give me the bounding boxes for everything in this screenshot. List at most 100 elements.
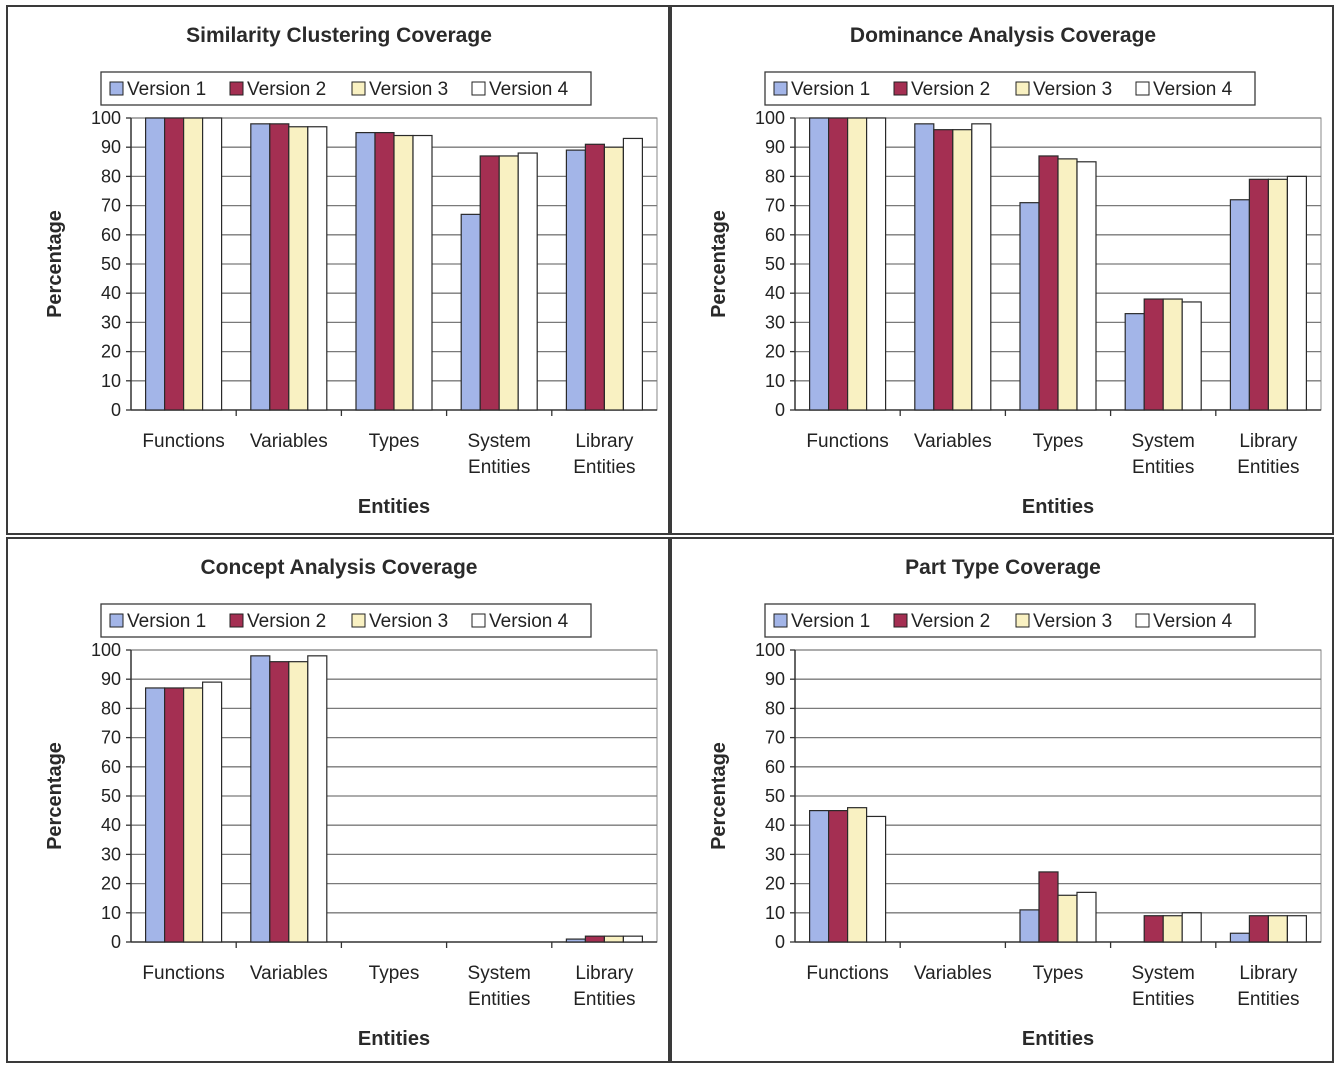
y-tick-label: 20 [765, 342, 785, 362]
y-tick-label: 40 [765, 283, 785, 303]
bars [809, 117, 1308, 411]
legend-swatch-version-4 [1135, 81, 1150, 96]
y-tick-label: 100 [91, 108, 121, 128]
bar-variables-version-2 [269, 123, 290, 411]
y-tick-label: 60 [101, 757, 121, 777]
x-tick-label: System Entities [1132, 431, 1195, 478]
bars [809, 807, 1308, 943]
bar-system-entities-version-4 [1181, 301, 1202, 411]
x-tick-label: Library Entities [1237, 963, 1299, 1010]
legend-swatch-version-3 [351, 613, 366, 628]
legend: Version 1 Version 2 Version 3 Version 4 [100, 603, 592, 638]
y-tick-label: 90 [101, 669, 121, 689]
bar-functions-version-3 [183, 117, 204, 411]
y-tick-label: 60 [765, 225, 785, 245]
legend-box [764, 603, 1256, 638]
bar-library-entities-version-2 [1248, 915, 1270, 943]
y-tick-label: 30 [101, 844, 121, 864]
bar-library-entities-version-2 [584, 143, 606, 411]
bar-system-entities-version-1 [1124, 313, 1145, 411]
bar-types-version-2 [1038, 871, 1059, 943]
bar-types-version-2 [1038, 155, 1059, 411]
y-tick-label: 40 [101, 815, 121, 835]
legend-label-version-4: Version 4 [1153, 79, 1233, 100]
chart-panel-concept-analysis: Concept Analysis Coverage Version 1 Versio… [6, 537, 670, 1063]
bar-library-entities-version-4 [622, 935, 644, 943]
x-tick-label: Library Entities [1237, 431, 1299, 478]
legend-box [764, 71, 1256, 106]
legend-swatch-version-3 [1015, 613, 1030, 628]
bar-functions-version-1 [145, 687, 166, 943]
y-tick-label: 90 [765, 669, 785, 689]
x-tick-label: System Entities [468, 431, 531, 478]
bar-variables-version-2 [269, 661, 290, 943]
y-tick-label: 70 [101, 196, 121, 216]
y-tick-label: 70 [765, 196, 785, 216]
bar-variables-version-3 [288, 126, 309, 411]
legend-box [100, 71, 592, 106]
y-tick-label: 40 [765, 815, 785, 835]
bar-functions-version-4 [202, 117, 223, 411]
bar-types-version-4 [1076, 891, 1097, 943]
y-tick-label: 50 [101, 254, 121, 274]
legend-label-version-3: Version 3 [369, 79, 448, 100]
bar-library-entities-version-1 [1229, 199, 1251, 411]
bar-variables-version-4 [971, 123, 992, 411]
bar-system-entities-version-2 [1143, 915, 1164, 943]
y-tick-label: 80 [765, 698, 785, 718]
legend-label-version-3: Version 3 [1033, 79, 1112, 100]
legend-label-version-2: Version 2 [247, 79, 326, 100]
bar-system-entities-version-4 [517, 152, 538, 411]
bar-library-entities-version-2 [584, 935, 606, 943]
bar-variables-version-3 [952, 129, 973, 411]
x-tick-label: Functions [806, 431, 888, 452]
legend-swatch-version-1 [109, 81, 124, 96]
bar-functions-version-4 [866, 117, 887, 411]
legend-label-version-2: Version 2 [911, 611, 990, 632]
bar-library-entities-version-1 [1229, 932, 1251, 943]
legend-label-version-3: Version 3 [369, 611, 448, 632]
y-tick-label: 70 [101, 728, 121, 748]
chart-panel-dominance-analysis: Dominance Analysis Coverage Version 1 Vers… [670, 5, 1334, 535]
legend-swatch-version-1 [773, 81, 788, 96]
y-tick-label: 100 [91, 640, 121, 660]
bar-library-entities-version-3 [603, 935, 625, 943]
bar-functions-version-3 [847, 807, 868, 943]
legend-label-version-1: Version 1 [791, 79, 870, 100]
x-axis-title: Entities [1022, 1028, 1094, 1050]
bar-types-version-1 [355, 131, 376, 411]
y-axis-title: Percentage [44, 742, 66, 850]
bar-functions-version-3 [183, 687, 204, 943]
legend-swatch-version-2 [229, 81, 244, 96]
bar-variables-version-1 [914, 123, 935, 411]
x-tick-label: Variables [250, 431, 328, 452]
bar-types-version-3 [1057, 894, 1078, 943]
bar-functions-version-4 [866, 815, 887, 943]
y-axis-title: Percentage [44, 210, 66, 318]
y-tick-label: 80 [101, 698, 121, 718]
x-tick-label: Variables [914, 431, 992, 452]
legend-label-version-1: Version 1 [791, 611, 870, 632]
bar-library-entities-version-1 [565, 149, 587, 411]
bars [145, 655, 644, 943]
legend-label-version-1: Version 1 [127, 79, 206, 100]
y-tick-label: 50 [101, 786, 121, 806]
bar-variables-version-1 [250, 123, 271, 411]
bar-functions-version-2 [164, 117, 185, 411]
y-tick-label: 0 [775, 400, 785, 420]
y-tick-label: 0 [111, 400, 121, 420]
bar-system-entities-version-1 [460, 213, 481, 411]
legend-box [100, 603, 592, 638]
bar-system-entities-version-3 [1162, 915, 1183, 943]
x-tick-label: Functions [806, 963, 888, 984]
x-tick-label: Types [369, 963, 420, 984]
bar-system-entities-version-3 [1162, 298, 1183, 411]
legend-label-version-1: Version 1 [127, 611, 206, 632]
y-tick-label: 10 [765, 903, 785, 923]
legend-swatch-version-3 [1015, 81, 1030, 96]
bar-library-entities-version-4 [1286, 915, 1308, 943]
y-axis-title: Percentage [708, 210, 730, 318]
